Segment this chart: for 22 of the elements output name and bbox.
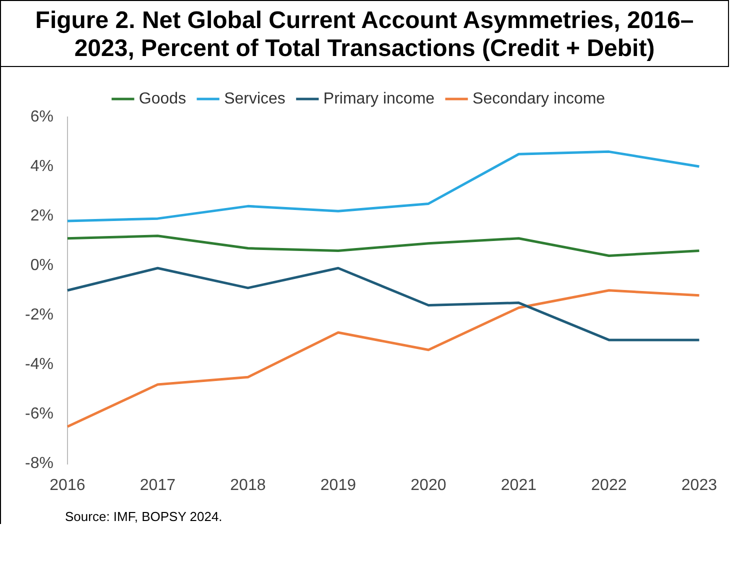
y-tick-label: 4% — [30, 158, 54, 176]
legend-label: Goods — [138, 90, 186, 108]
x-tick-label: 2019 — [320, 476, 356, 494]
legend-label: Secondary income — [472, 90, 606, 108]
legend-label: Primary income — [323, 90, 435, 108]
y-tick-label: -8% — [25, 455, 54, 472]
x-tick-label: 2017 — [140, 476, 176, 494]
y-tick-label: -2% — [25, 306, 54, 324]
x-tick-label: 2022 — [591, 476, 627, 494]
chart-title: Figure 2. Net Global Current Account Asymmetries, 2016–2023, Percent of Total Transactions (Credit + Debit) — [1, 0, 729, 68]
y-tick-label: -6% — [25, 406, 54, 423]
y-tick-label: 0% — [30, 257, 54, 274]
y-tick-label: 6% — [30, 108, 54, 126]
x-tick-label: 2016 — [50, 476, 86, 494]
legend-label: Services — [224, 90, 286, 108]
x-tick-label: 2021 — [500, 476, 537, 494]
x-tick-label: 2020 — [410, 476, 446, 494]
source-note: Source: IMF, BOPSY 2024. — [65, 509, 224, 524]
y-tick-label: 2% — [30, 208, 54, 225]
x-tick-label: 2018 — [230, 476, 266, 494]
y-tick-label: -4% — [25, 356, 54, 374]
x-tick-label: 2023 — [681, 476, 718, 494]
